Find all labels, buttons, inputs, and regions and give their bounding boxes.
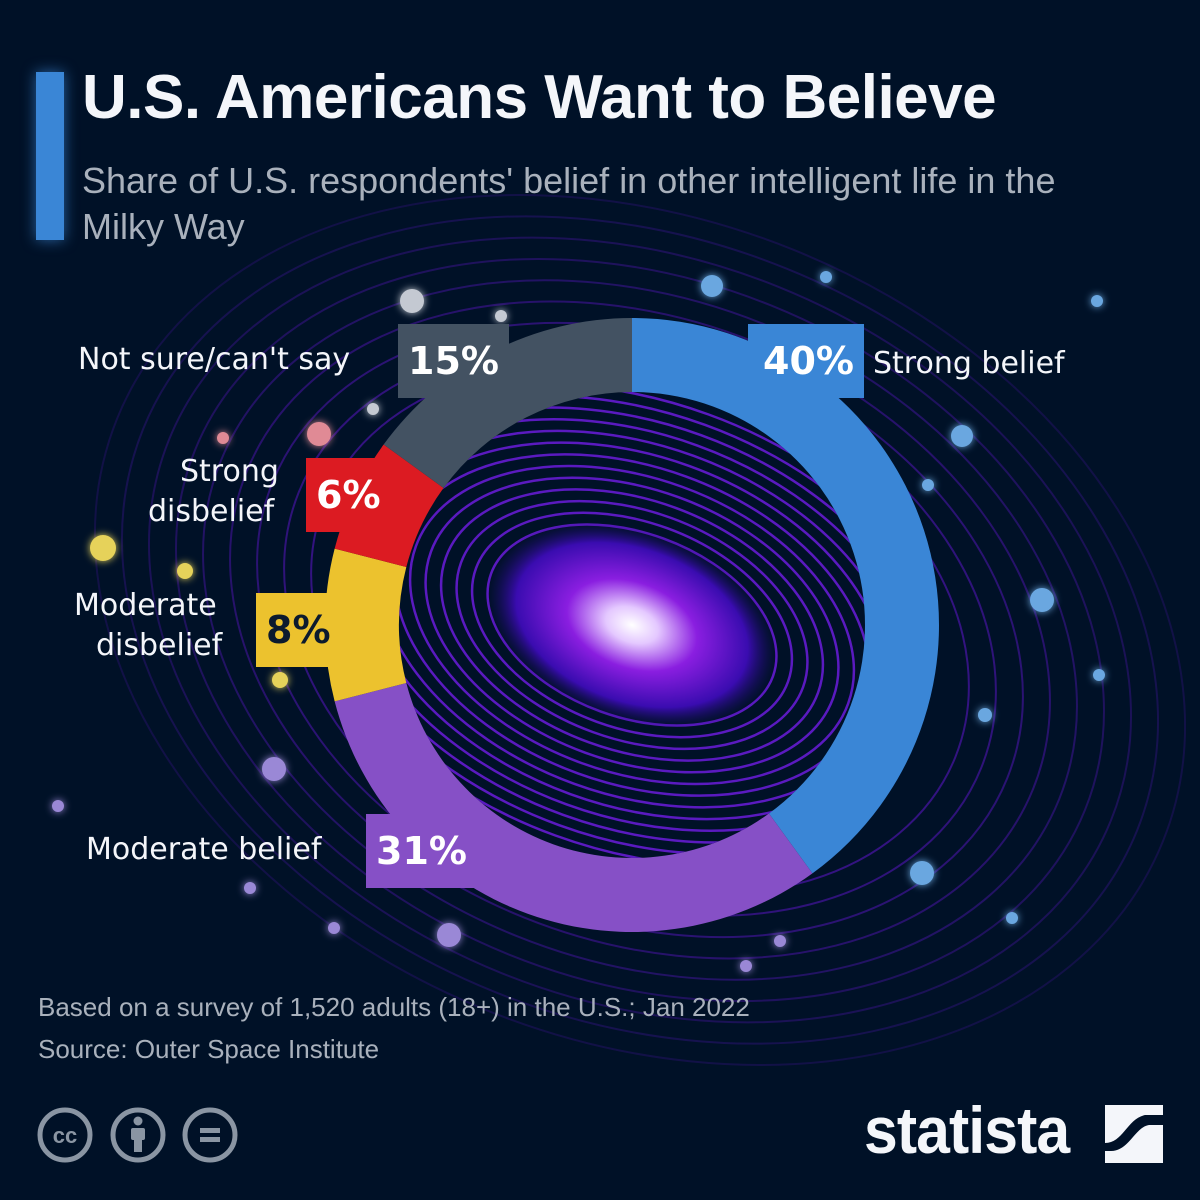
label-moderate-disbelief-line1: Moderate bbox=[74, 588, 217, 623]
star bbox=[701, 275, 723, 297]
label-strong-disbelief-line1: Strong bbox=[180, 454, 279, 489]
no-derivatives-icon[interactable] bbox=[181, 1106, 239, 1164]
statista-logo[interactable]: statista bbox=[864, 1093, 1070, 1167]
attribution-icon[interactable] bbox=[109, 1106, 167, 1164]
source-note: Source: Outer Space Institute bbox=[38, 1034, 380, 1064]
inner-ring bbox=[408, 464, 856, 786]
star bbox=[1006, 912, 1018, 924]
star bbox=[495, 310, 507, 322]
orbit-ring bbox=[148, 236, 1132, 1024]
inner-ring bbox=[399, 418, 865, 832]
label-strong-belief: Strong belief bbox=[873, 346, 1065, 381]
star bbox=[217, 432, 229, 444]
inner-ring bbox=[399, 441, 865, 809]
survey-note: Based on a survey of 1,520 adults (18+) … bbox=[38, 992, 750, 1022]
slice-not-sure bbox=[383, 318, 632, 489]
star bbox=[922, 479, 934, 491]
star bbox=[90, 535, 116, 561]
chart-subtitle: Share of U.S. respondents' belief in oth… bbox=[82, 160, 1056, 247]
value-badge-strong-belief: 40% bbox=[748, 324, 864, 398]
statista-logo-icon bbox=[1105, 1105, 1163, 1163]
star bbox=[1093, 669, 1105, 681]
inner-ring bbox=[424, 476, 840, 774]
inner-ring bbox=[399, 429, 865, 821]
value-badge-not-sure: 15% bbox=[398, 324, 509, 398]
inner-ring bbox=[399, 406, 865, 844]
star bbox=[1030, 588, 1054, 612]
orbit-ring bbox=[93, 194, 1187, 1066]
star bbox=[262, 757, 286, 781]
value-badge-moderate-disbelief: 8% bbox=[256, 593, 341, 667]
slice-strong-belief bbox=[632, 318, 939, 874]
value-badge-strong-disbelief: 6% bbox=[306, 458, 391, 532]
svg-text:cc: cc bbox=[53, 1123, 77, 1148]
star bbox=[307, 422, 331, 446]
value-badge-moderate-belief: 31% bbox=[366, 814, 477, 888]
star bbox=[328, 922, 340, 934]
label-moderate-belief: Moderate belief bbox=[86, 832, 322, 867]
star bbox=[978, 708, 992, 722]
orbit-ring bbox=[175, 257, 1105, 1003]
star bbox=[367, 403, 379, 415]
star bbox=[740, 960, 752, 972]
orbit-ring bbox=[121, 215, 1159, 1045]
label-strong-disbelief-line2: disbelief bbox=[148, 494, 275, 529]
star bbox=[437, 923, 461, 947]
label-moderate-disbelief-line2: disbelief bbox=[96, 628, 223, 663]
star bbox=[272, 672, 288, 688]
inner-ring bbox=[399, 394, 865, 856]
star bbox=[400, 289, 424, 313]
star bbox=[244, 882, 256, 894]
creative-commons-icon[interactable]: cc bbox=[36, 1106, 94, 1164]
star bbox=[1091, 295, 1103, 307]
chart-title: U.S. Americans Want to Believe bbox=[82, 63, 997, 132]
star bbox=[774, 935, 786, 947]
title-accent-bar bbox=[36, 72, 64, 240]
star bbox=[177, 563, 193, 579]
star bbox=[820, 271, 832, 283]
inner-ring bbox=[455, 499, 809, 751]
stars bbox=[52, 271, 1105, 972]
star bbox=[910, 861, 934, 885]
inner-ring bbox=[399, 392, 865, 858]
star bbox=[951, 425, 973, 447]
inner-ring bbox=[439, 488, 825, 762]
star bbox=[52, 800, 64, 812]
galaxy-core bbox=[399, 392, 865, 858]
slice-moderate-disbelief bbox=[325, 548, 407, 702]
label-not-sure: Not sure/can't say bbox=[78, 342, 351, 377]
inner-ring bbox=[470, 511, 794, 739]
